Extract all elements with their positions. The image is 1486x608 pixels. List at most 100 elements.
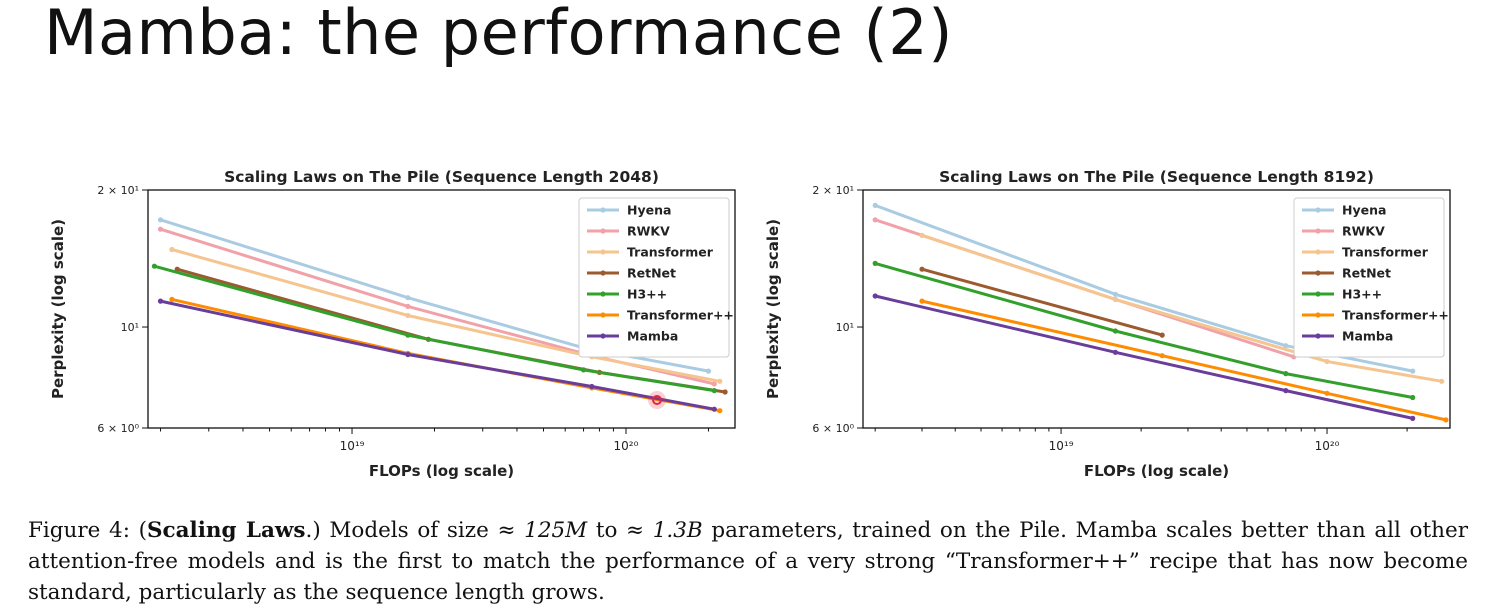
- chart-seq-2048: Scaling Laws on The Pile (Sequence Lengt…: [30, 160, 750, 490]
- data-point: [405, 351, 411, 358]
- data-point: [1410, 394, 1416, 401]
- y-tick-label: 6 × 10⁰: [812, 422, 854, 435]
- legend-marker: [600, 270, 606, 276]
- y-axis-label: Perplexity (log scale): [764, 219, 782, 399]
- caption-label: Figure 4: (: [28, 518, 147, 543]
- y-tick-label: 2 × 10¹: [812, 184, 854, 197]
- legend-marker: [1315, 207, 1321, 213]
- data-point: [1159, 332, 1165, 338]
- legend-label: H3++: [1342, 287, 1382, 302]
- y-tick-label: 10¹: [836, 321, 854, 334]
- data-point: [1283, 388, 1289, 394]
- legend-marker: [600, 249, 606, 255]
- legend-marker: [1315, 228, 1321, 234]
- data-point: [1443, 417, 1449, 423]
- data-point: [1324, 390, 1330, 396]
- data-point: [872, 202, 878, 208]
- series-h3plusplus: [151, 263, 717, 394]
- series-line: [873, 294, 1415, 420]
- x-tick-label: 10¹⁹: [1049, 439, 1074, 453]
- y-tick-label: 2 × 10¹: [97, 184, 139, 197]
- y-tick-label: 6 × 10⁰: [97, 422, 139, 435]
- chart-title: Scaling Laws on The Pile (Sequence Lengt…: [224, 168, 659, 186]
- data-point: [919, 232, 925, 238]
- plot-frame: [147, 189, 736, 429]
- data-point: [1283, 343, 1289, 349]
- mouse-cursor-indicator: [648, 391, 666, 409]
- legend-marker: [1315, 333, 1321, 339]
- data-point: [1439, 378, 1445, 384]
- caption-text-2: to ≈: [587, 518, 653, 543]
- y-axis-label: Perplexity (log scale): [49, 219, 67, 399]
- data-point: [711, 406, 717, 412]
- data-point: [872, 260, 878, 266]
- series-h3plusplus: [872, 260, 1416, 401]
- series-line: [873, 203, 1415, 373]
- data-point: [169, 296, 175, 302]
- y-tick-label: 10¹: [121, 321, 139, 334]
- caption-bold: Scaling Laws: [147, 518, 306, 543]
- series-line: [920, 233, 1444, 383]
- slide-title: Mamba: the performance (2): [44, 0, 953, 69]
- chart-svg-2048: Scaling Laws on The Pile (Sequence Lengt…: [49, 168, 736, 480]
- caption-text-1: .) Models of size ≈: [305, 518, 525, 543]
- legend-marker: [600, 207, 606, 213]
- legend-label: Mamba: [1342, 329, 1393, 344]
- data-point: [722, 389, 728, 395]
- series-line: [920, 299, 1448, 422]
- legend-label: Hyena: [627, 203, 671, 218]
- series-hyena: [872, 202, 1416, 374]
- data-point: [157, 217, 164, 223]
- chart-title: Scaling Laws on The Pile (Sequence Lengt…: [939, 168, 1374, 186]
- legend-marker: [1315, 249, 1321, 255]
- legend-box: [1293, 197, 1445, 358]
- legend-marker: [600, 291, 606, 297]
- x-axis-label: FLOPs (log scale): [369, 462, 514, 480]
- legend: Hyena RWKV Transformer RetNet H3++ Transforme…: [1293, 197, 1449, 358]
- series-line: [159, 218, 710, 373]
- chart-svg-8192: Scaling Laws on The Pile (Sequence Lengt…: [764, 168, 1451, 480]
- legend-marker: [1315, 270, 1321, 276]
- x-tick-label: 10¹⁹: [340, 439, 365, 453]
- data-point: [919, 266, 925, 272]
- x-tick-label: 10²⁰: [614, 439, 639, 453]
- data-point: [1159, 353, 1165, 359]
- data-point: [405, 295, 411, 301]
- legend-marker: [600, 228, 606, 234]
- data-point: [589, 383, 595, 390]
- data-point: [1410, 368, 1416, 374]
- data-point: [711, 381, 717, 387]
- data-point: [405, 303, 411, 309]
- legend-label: Transformer: [627, 245, 714, 260]
- x-tick-label: 10²⁰: [1315, 439, 1340, 453]
- data-point: [872, 217, 878, 223]
- series-line: [152, 264, 716, 393]
- data-point: [157, 226, 164, 232]
- legend-marker: [600, 312, 606, 318]
- series-retnet: [919, 266, 1165, 338]
- series-transformerplusplus: [919, 298, 1449, 423]
- data-point: [1112, 328, 1118, 334]
- data-point: [157, 298, 164, 304]
- legend-label: Hyena: [1342, 203, 1386, 218]
- data-point: [711, 388, 717, 394]
- legend-marker: [600, 333, 606, 339]
- data-point: [169, 246, 175, 253]
- legend-label: RWKV: [627, 224, 670, 239]
- series-line: [873, 261, 1415, 399]
- data-point: [717, 408, 723, 414]
- data-point: [405, 312, 411, 319]
- figure-caption: Figure 4: (Scaling Laws.) Models of size…: [28, 515, 1468, 608]
- legend-label: H3++: [627, 287, 667, 302]
- legend-label: RetNet: [1342, 266, 1391, 281]
- data-point: [405, 332, 411, 338]
- legend: Hyena RWKV Transformer RetNet H3++ Transforme…: [578, 197, 734, 358]
- data-point: [717, 378, 723, 384]
- data-point: [1112, 296, 1118, 302]
- legend-marker: [1315, 291, 1321, 297]
- legend-label: RWKV: [1342, 224, 1385, 239]
- data-point: [580, 367, 587, 373]
- data-point: [705, 368, 712, 374]
- data-point: [1410, 415, 1416, 421]
- data-point: [1324, 358, 1330, 365]
